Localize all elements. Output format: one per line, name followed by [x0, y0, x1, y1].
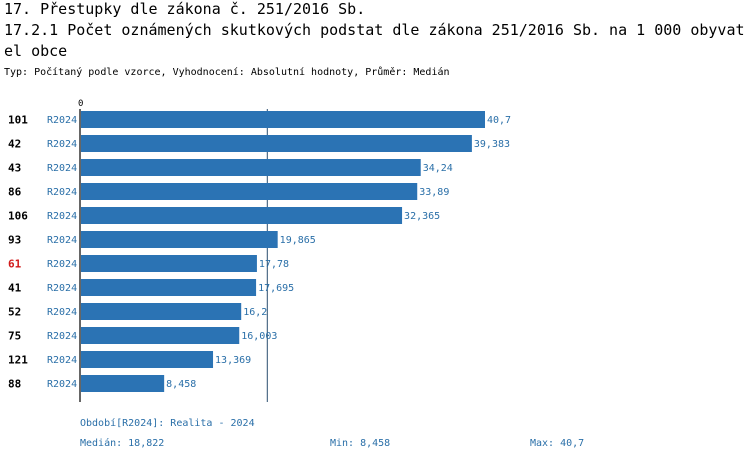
period-label: R2024 [47, 211, 77, 222]
category-label: 121 [8, 354, 28, 367]
period-label: R2024 [47, 235, 77, 246]
bar [81, 231, 278, 248]
category-label: 75 [8, 330, 21, 343]
chart-description: Typ: Počítaný podle vzorce, Vyhodnocení:… [4, 67, 450, 78]
category-label: 106 [8, 210, 28, 223]
category-label: 88 [8, 378, 21, 391]
period-label: R2024 [47, 355, 77, 366]
period-label: R2024 [47, 259, 77, 270]
data-label: 16,2 [243, 307, 267, 318]
category-label: 101 [8, 114, 28, 127]
data-label: 13,369 [215, 355, 251, 366]
data-label: 39,383 [474, 139, 510, 150]
data-label: 17,78 [259, 259, 289, 270]
data-label: 34,24 [423, 163, 453, 174]
min-summary: Min: 8,458 [330, 438, 391, 449]
chart-subtitle: 17.2.1 Počet oznámených skutkových podst… [4, 21, 745, 60]
bar [81, 351, 214, 368]
category-label: 61 [8, 258, 22, 271]
period-label: R2024 [47, 187, 77, 198]
max-summary: Max: 40,7 [530, 438, 585, 449]
bar [81, 159, 421, 176]
period-label: R2024 [47, 307, 77, 318]
data-label: 19,865 [280, 235, 316, 246]
bar [81, 135, 472, 152]
bar [81, 303, 242, 320]
chart-title: 17. Přestupky dle zákona č. 251/2016 Sb. [4, 0, 366, 18]
category-label: 42 [8, 138, 21, 151]
category-label: 93 [8, 234, 21, 247]
category-label: 41 [8, 282, 22, 295]
bar [81, 279, 257, 296]
data-label: 40,7 [487, 115, 511, 126]
data-label: 16,003 [241, 331, 277, 342]
data-label: 33,89 [419, 187, 449, 198]
period-legend: Období[R2024]: Realita - 2024 [80, 418, 255, 429]
period-label: R2024 [47, 163, 77, 174]
bar [81, 111, 485, 128]
data-label: 32,365 [404, 211, 440, 222]
period-label: R2024 [47, 379, 77, 390]
bar [81, 255, 257, 272]
period-label: R2024 [47, 115, 77, 126]
period-label: R2024 [47, 331, 77, 342]
bar [81, 327, 240, 344]
period-label: R2024 [47, 283, 77, 294]
bar [81, 375, 165, 392]
bar [81, 207, 403, 224]
category-label: 86 [8, 186, 22, 199]
data-label: 17,695 [258, 283, 294, 294]
category-label: 52 [8, 306, 21, 319]
axis-zero-label: 0 [78, 99, 83, 109]
data-label: 8,458 [166, 379, 196, 390]
period-label: R2024 [47, 139, 77, 150]
bar [81, 183, 418, 200]
category-label: 43 [8, 162, 21, 175]
median-summary: Medián: 18,822 [80, 438, 165, 449]
